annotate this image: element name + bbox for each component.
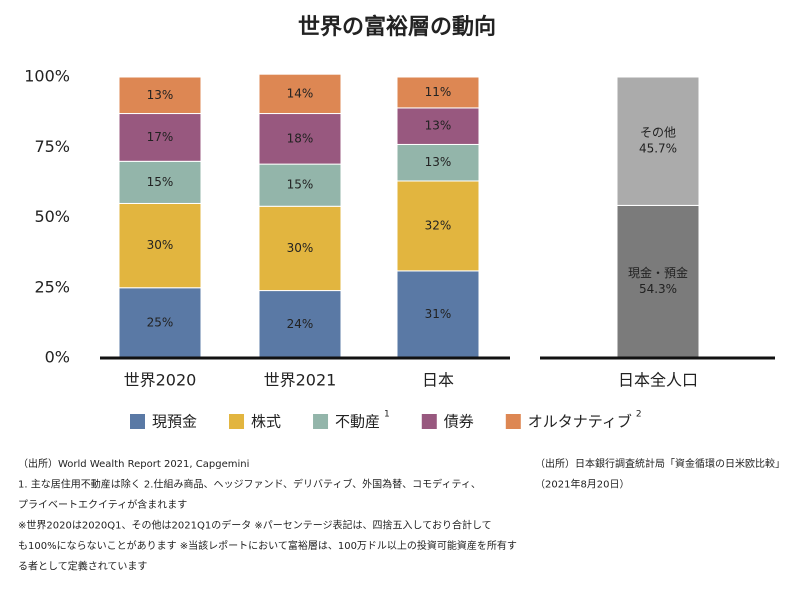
legend-swatch (130, 414, 145, 429)
value-label: 24% (287, 317, 314, 331)
value-label: 15% (287, 178, 314, 192)
value-label: 18% (287, 131, 314, 145)
value-label: 25% (147, 315, 174, 329)
legend-label: 債券 (444, 413, 474, 431)
note: 1. 主な居住用不動産は除く 2.仕組み商品、ヘッジファンド、デリバティブ、外国… (18, 478, 481, 491)
note: る者として定義されています (18, 560, 147, 573)
x-tick-label: 日本全人口 (618, 371, 698, 390)
bar-segment (118, 287, 202, 359)
y-tick-label: 50% (34, 207, 70, 226)
legend-label: 株式 (251, 413, 281, 431)
bar-segment (258, 290, 342, 359)
bar-segment (258, 163, 342, 207)
value-label: 15% (147, 175, 174, 189)
value-label: 13% (425, 119, 452, 133)
y-tick-label: 0% (45, 348, 70, 367)
bar-segment (616, 76, 700, 206)
legend-swatch (313, 414, 329, 429)
note: も100%にならないことがあります ※当該レポートにおいて富裕層は、100万ドル… (18, 539, 517, 552)
value-label: 11% (425, 85, 452, 99)
y-tick-label: 75% (34, 137, 70, 156)
note: （出所）日本銀行調査統計局「資金循環の日米欧比較」 (535, 457, 785, 470)
y-tick-label: 25% (34, 277, 70, 296)
legend-footnote-mark: 1 (384, 410, 390, 420)
note: （2021年8月20日） (535, 478, 630, 491)
bar-segment (258, 205, 342, 292)
segment-name: 現金・預金 (628, 265, 688, 280)
bar-segment (258, 73, 342, 115)
value-label: 31% (425, 307, 452, 321)
bar-segment (118, 202, 202, 289)
x-tick-label: 日本 (422, 371, 454, 390)
bar-segment (258, 113, 342, 165)
value-label: 14% (287, 86, 314, 100)
value-label: 13% (425, 155, 452, 169)
legend-swatch (505, 414, 521, 429)
value-label: 30% (287, 241, 314, 255)
legend-swatch (229, 414, 245, 429)
chart-title: 世界の富裕層の動向 (298, 14, 496, 40)
legend-label: オルタナティブ (528, 413, 632, 431)
bar-segment (396, 270, 480, 359)
value-label: 30% (147, 238, 174, 252)
note: ※世界2020は2020Q1、その他は2021Q1のデータ ※パーセンテージ表記… (18, 519, 492, 532)
bar-segment (396, 76, 480, 109)
x-tick-label: 世界2020 (124, 371, 197, 390)
note: （出所）World Wealth Report 2021, Capgemini (18, 457, 249, 470)
legend-swatch (421, 414, 437, 429)
bar-segment (118, 113, 202, 162)
bar-segment (396, 180, 480, 272)
value-label: 54.3% (639, 282, 677, 296)
bar-segment (396, 143, 480, 182)
value-label: 17% (147, 130, 174, 144)
x-tick-label: 世界2021 (264, 371, 337, 390)
legend-label: 現預金 (152, 413, 197, 431)
bar-segment (118, 76, 202, 115)
value-label: 13% (147, 88, 174, 102)
note: プライベートエクイティが含まれます (18, 498, 187, 511)
value-label: 32% (425, 218, 452, 232)
y-tick-label: 100% (24, 67, 70, 86)
value-label: 45.7% (639, 142, 677, 156)
legend-label: 不動産 (335, 413, 380, 431)
legend-footnote-mark: 2 (636, 410, 642, 420)
segment-name: その他 (640, 126, 676, 140)
